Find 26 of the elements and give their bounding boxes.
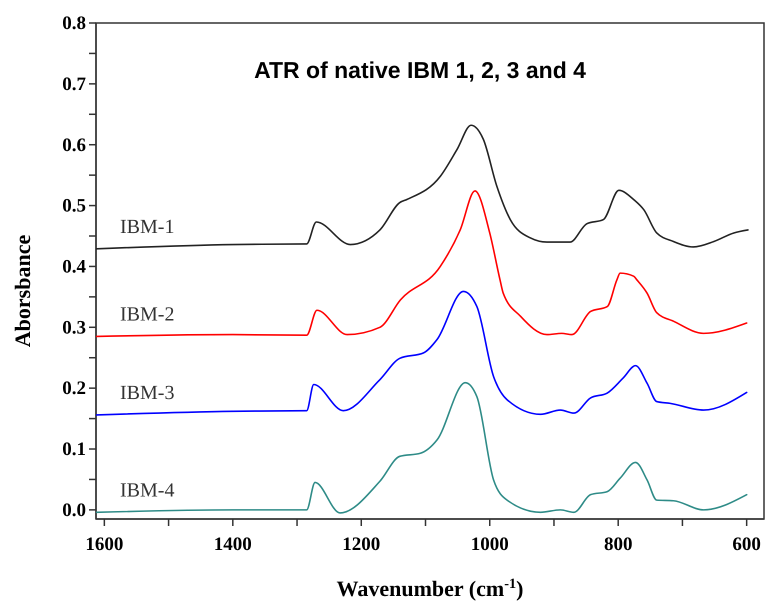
x-axis-title: Wavenumber (cm$^{-1}$) — [336, 576, 524, 601]
y-tick-label: 0.0 — [62, 500, 86, 521]
series-label: IBM-3 — [120, 382, 174, 404]
y-tick-label: 0.6 — [62, 134, 86, 156]
y-tick-label: 0.5 — [62, 196, 86, 217]
series-label: IBM-4 — [120, 479, 174, 502]
line-series — [96, 190, 748, 338]
line-series — [96, 290, 748, 416]
x-tick-label: 600 — [732, 534, 761, 555]
x-tick-label: 1600 — [85, 534, 124, 555]
y-tick-label: 0.3 — [62, 317, 86, 338]
x-tick-label: 1400 — [214, 534, 252, 555]
series-label: IBM-1 — [120, 216, 174, 238]
series-label: IBM-2 — [120, 303, 174, 326]
x-tick-label: 1000 — [470, 534, 509, 555]
x-tick-label: 1200 — [342, 534, 380, 555]
y-tick-label: 0.8 — [62, 13, 86, 34]
line-series — [96, 124, 749, 250]
y-tick-label: 0.1 — [62, 439, 86, 460]
y-tick-label: 0.4 — [62, 256, 86, 278]
y-tick-label: 0.7 — [62, 74, 86, 95]
text: ATR of native IBM 1, 2, 3 and 4 — [254, 57, 586, 83]
line-series — [96, 382, 748, 514]
y-tick-label: 0.2 — [62, 378, 86, 400]
y-axis-title: Aborsbance — [10, 234, 35, 348]
x-tick-label: 800 — [604, 534, 632, 555]
